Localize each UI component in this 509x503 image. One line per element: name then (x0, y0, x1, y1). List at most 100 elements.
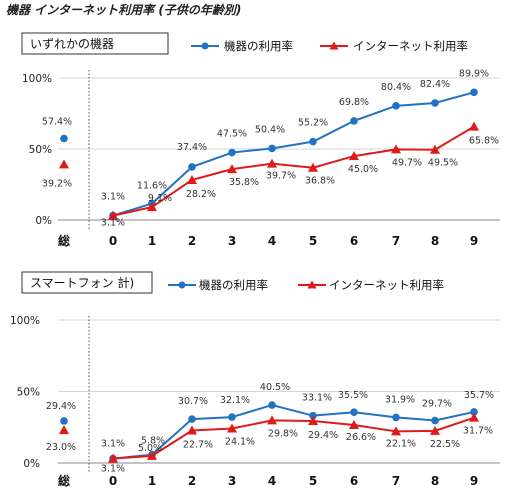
data-point-triangle (391, 426, 401, 436)
data-point-circle (309, 137, 317, 146)
data-label: 11.6% (137, 181, 167, 192)
data-label: 65.8% (469, 136, 499, 147)
data-label: 31.7% (463, 426, 493, 437)
panel-title: いずれかの機器 (30, 36, 114, 51)
data-point-triangle (147, 450, 157, 460)
data-label: 3.1% (101, 218, 125, 229)
data-point-circle (60, 134, 68, 143)
panel-title: スマートフォン 計) (30, 275, 134, 290)
data-label: 29.7% (422, 399, 452, 410)
data-label: 24.1% (225, 437, 255, 448)
data-point-triangle (267, 415, 277, 425)
x-tick-label: 2 (188, 234, 196, 248)
data-label: 45.0% (348, 164, 378, 175)
data-label: 3.1% (101, 464, 125, 475)
data-point-circle (60, 417, 68, 425)
series-line-1 (112, 125, 475, 217)
data-point-triangle (187, 425, 197, 435)
panel-title-box (21, 32, 169, 55)
data-point-circle (309, 411, 317, 420)
data-label: 23.0% (46, 442, 76, 453)
data-label: 57.4% (42, 116, 72, 127)
data-label: 9.1% (148, 193, 172, 204)
x-tick-label: 0 (109, 234, 117, 248)
data-label: 33.1% (302, 393, 332, 404)
data-label: 80.4% (381, 82, 411, 93)
data-label: 29.4% (308, 430, 338, 441)
data-label: 30.7% (178, 396, 208, 407)
x-tick-label: 1 (148, 234, 156, 248)
data-label: 50.4% (255, 124, 285, 135)
data-point-triangle (267, 158, 277, 168)
data-label: 3.1% (101, 439, 125, 450)
x-tick-label: 3 (228, 234, 236, 248)
y-tick-label: 100% (10, 315, 40, 327)
data-label: 89.9% (459, 68, 489, 79)
data-label: 22.5% (430, 439, 460, 450)
x-tick-label: 4 (268, 474, 276, 488)
data-point-triangle (308, 162, 318, 172)
x-tick-label: 6 (350, 474, 358, 488)
data-label: 49.5% (428, 158, 458, 169)
data-label: 5.8% (141, 436, 165, 447)
x-tick-label: 2 (188, 474, 196, 488)
data-point-circle (188, 415, 196, 423)
data-point-circle (188, 163, 196, 171)
legend-marker-triangle (307, 280, 317, 289)
data-point-triangle (108, 210, 118, 220)
data-label: 69.8% (339, 97, 369, 108)
data-point-triangle (430, 144, 440, 154)
data-point-circle (392, 102, 400, 110)
data-point-circle (228, 413, 236, 421)
data-point-triangle (469, 121, 479, 131)
data-point-circle (431, 99, 439, 107)
x-tick-label: 総 (58, 473, 70, 488)
x-tick-label: 0 (109, 474, 117, 488)
data-label: 32.1% (220, 395, 250, 406)
legend-label-0: 機器の利用率 (199, 278, 268, 292)
data-label: 29.4% (46, 401, 76, 412)
y-tick-label: 50% (17, 387, 40, 399)
x-tick-label: 6 (350, 234, 358, 248)
data-label: 36.8% (305, 176, 335, 187)
data-point-circle (268, 401, 276, 409)
data-point-circle (470, 408, 478, 416)
data-point-circle (470, 88, 478, 97)
legend-label-0: 機器の利用率 (224, 39, 293, 53)
data-point-triangle (227, 164, 237, 174)
x-tick-label: 4 (268, 234, 276, 248)
x-tick-label: 5 (309, 234, 317, 248)
y-tick-label: 0% (35, 215, 52, 227)
data-label: 35.8% (229, 177, 259, 188)
series-line-0 (112, 91, 475, 217)
x-tick-label: 7 (392, 234, 400, 248)
data-point-triangle (108, 453, 118, 463)
x-tick-label: 8 (431, 474, 439, 488)
data-label: 40.5% (260, 382, 290, 393)
legend-marker-triangle (329, 41, 339, 50)
data-label: 22.7% (183, 440, 213, 451)
data-label: 39.2% (42, 178, 72, 189)
y-tick-label: 100% (22, 73, 52, 85)
data-label: 3.1% (101, 192, 125, 203)
data-label: 31.9% (385, 394, 415, 405)
data-point-circle (350, 408, 358, 417)
panel-title-box (21, 271, 153, 294)
data-point-triangle (187, 174, 197, 184)
x-tick-label: 1 (148, 474, 156, 488)
data-point-triangle (147, 202, 157, 212)
data-point-triangle (349, 151, 359, 161)
x-tick-label: 9 (470, 234, 478, 248)
data-point-triangle (469, 412, 479, 422)
data-label: 26.6% (346, 432, 376, 443)
data-label: 47.5% (217, 129, 247, 140)
data-point-triangle (59, 425, 69, 435)
data-label: 22.1% (386, 438, 416, 449)
x-tick-label: 総 (58, 233, 70, 248)
data-point-circle (350, 117, 358, 125)
data-point-triangle (349, 419, 359, 429)
series-line-1 (112, 416, 475, 460)
data-point-circle (228, 148, 236, 157)
